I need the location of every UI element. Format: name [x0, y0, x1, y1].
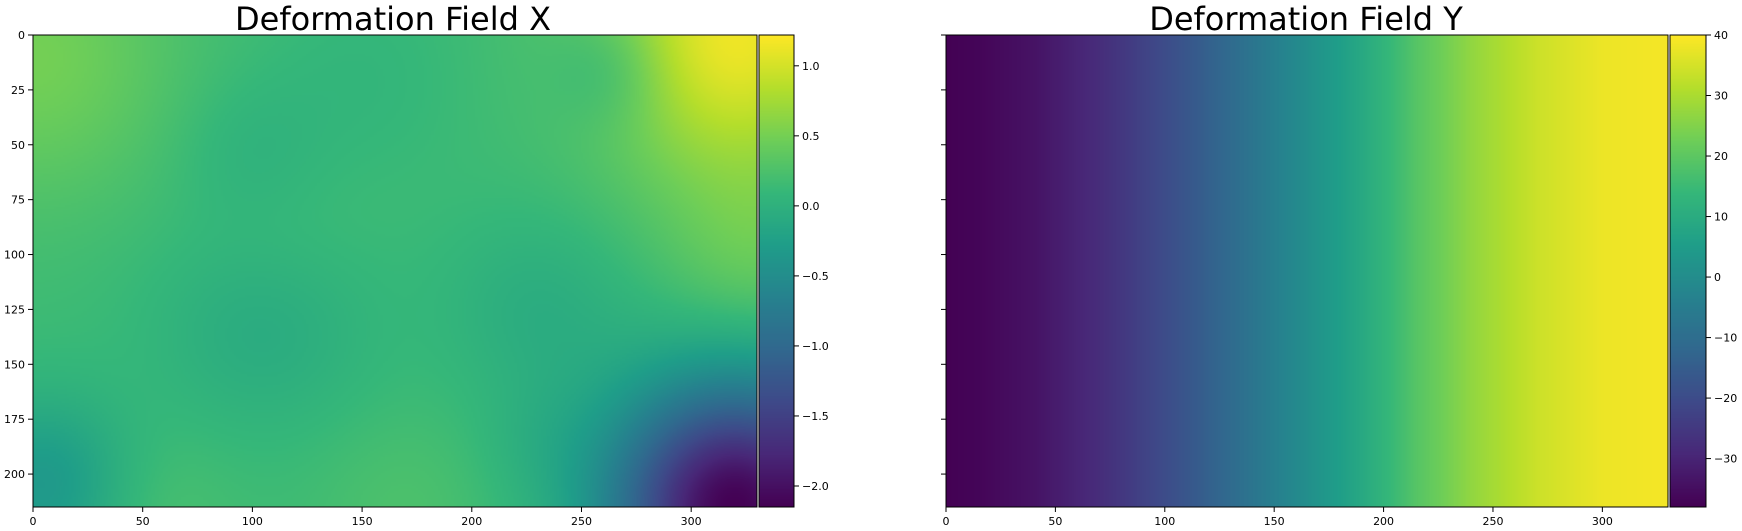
- colorbar-tick-label: −1.5: [802, 410, 829, 423]
- colorbar-y: [1670, 35, 1706, 507]
- x-axis-ticks-x: 0 50 100 150 200 250 300: [30, 507, 702, 528]
- colorbar-tick-label: −10: [1714, 332, 1737, 345]
- y-axis-ticks-x: 0 25 50 75 100 125 150 175 200: [4, 29, 33, 481]
- x-tick-label: 250: [1482, 515, 1503, 528]
- colorbar-tick-label: −2.0: [802, 480, 829, 493]
- deformation-x-panel: Deformation Field X 0 50 100 150 200 250 300 0…: [4, 0, 829, 528]
- colorbar-tick-label: −30: [1714, 453, 1737, 466]
- y-tick-label: 125: [4, 303, 25, 316]
- x-tick-label: 200: [461, 515, 482, 528]
- x-tick-label: 150: [352, 515, 373, 528]
- colorbar-frame-y: [1669, 34, 1707, 508]
- x-tick-label: 100: [242, 515, 263, 528]
- x-axis-ticks-y: 0 50 100 150 200 250 300: [943, 507, 1613, 528]
- colorbar-tick-label: 0.0: [802, 200, 820, 213]
- y-tick-label: 200: [4, 468, 25, 481]
- y-tick-label: 150: [4, 358, 25, 371]
- chart-title-x: Deformation Field X: [235, 0, 551, 38]
- x-tick-label: 300: [681, 515, 702, 528]
- colorbar-ticks-x: 1.0 0.5 0.0 −0.5 −1.0 −1.5 −2.0: [794, 60, 829, 493]
- deformation-y-panel: Deformation Field Y 0 50 100 150 200 250 300 4…: [941, 0, 1737, 528]
- y-axis-ticks-y: [941, 34, 946, 475]
- x-tick-label: 50: [1048, 515, 1062, 528]
- colorbar-frame-x: [758, 34, 795, 508]
- colorbar-tick-label: −0.5: [802, 270, 829, 283]
- y-tick-label: 0: [18, 29, 25, 42]
- colorbar-tick-label: 0.5: [802, 130, 820, 143]
- y-tick-label: 75: [11, 194, 25, 207]
- colorbar-tick-label: 20: [1714, 150, 1728, 163]
- x-tick-label: 0: [943, 515, 950, 528]
- plot-frame-x: [32, 34, 758, 508]
- x-tick-label: 250: [571, 515, 592, 528]
- colorbar-tick-label: 30: [1714, 90, 1728, 103]
- colorbar-tick-label: −1.0: [802, 340, 829, 353]
- colorbar-x: [759, 35, 794, 507]
- y-tick-label: 175: [4, 413, 25, 426]
- x-tick-label: 150: [1264, 515, 1285, 528]
- chart-title-y: Deformation Field Y: [1149, 0, 1463, 38]
- x-tick-label: 0: [30, 515, 37, 528]
- x-tick-label: 50: [136, 515, 150, 528]
- deformation-x-heatmap: [33, 35, 757, 507]
- colorbar-ticks-y: 40 30 20 10 0 −10 −20 −30: [1706, 29, 1737, 466]
- colorbar-tick-label: 40: [1714, 29, 1728, 42]
- y-tick-label: 100: [4, 249, 25, 262]
- colorbar-tick-label: 0: [1714, 271, 1721, 284]
- y-tick-label: 50: [11, 139, 25, 152]
- x-tick-label: 200: [1373, 515, 1394, 528]
- x-tick-label: 300: [1592, 515, 1613, 528]
- x-tick-label: 100: [1154, 515, 1175, 528]
- y-tick-label: 25: [11, 84, 25, 97]
- plot-frame-y: [945, 34, 1669, 508]
- colorbar-tick-label: −20: [1714, 392, 1737, 405]
- colorbar-tick-label: 10: [1714, 211, 1728, 224]
- colorbar-tick-label: 1.0: [802, 60, 820, 73]
- deformation-y-heatmap: [946, 35, 1668, 507]
